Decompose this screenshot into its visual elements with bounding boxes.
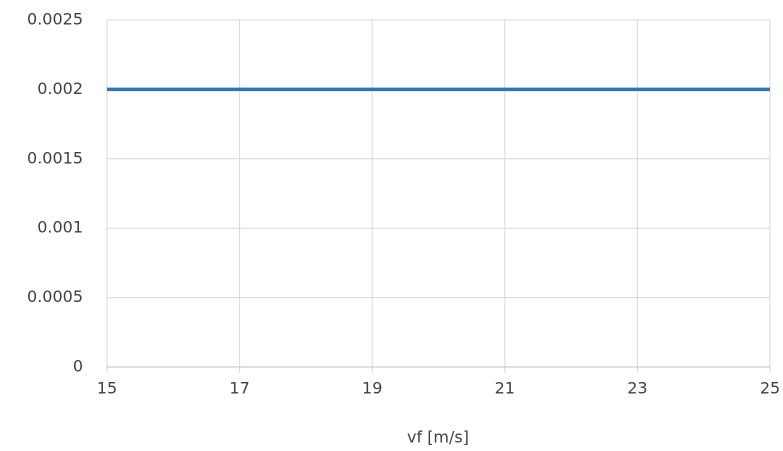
x-axis-label: vf [m/s] — [407, 428, 469, 447]
y-tick-label: 0.002 — [37, 79, 83, 98]
y-tick-label: 0.0015 — [27, 148, 83, 167]
x-tick-label: 23 — [627, 379, 647, 398]
y-tick-label: 0.0025 — [27, 10, 83, 29]
x-tick-label: 15 — [97, 379, 117, 398]
y-tick-label: 0.0005 — [27, 287, 83, 306]
x-tick-label: 25 — [760, 379, 780, 398]
x-tick-label: 17 — [229, 379, 249, 398]
x-tick-label: 19 — [362, 379, 382, 398]
y-tick-label: 0.001 — [37, 218, 83, 237]
y-tick-label: 0 — [73, 357, 83, 376]
x-tick-label: 21 — [495, 379, 515, 398]
